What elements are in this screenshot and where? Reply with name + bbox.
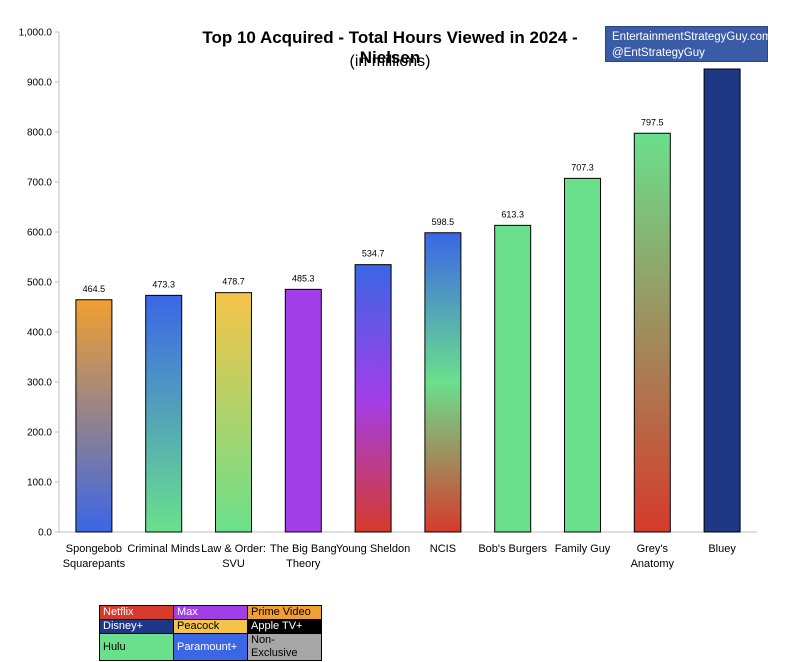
data-label: 485.3 xyxy=(292,273,315,283)
x-tick-label: The Big Bang xyxy=(270,543,337,555)
x-tick-label: Anatomy xyxy=(631,558,675,570)
legend-item: Paramount+ xyxy=(173,633,248,661)
legend-item: Peacock xyxy=(173,619,248,634)
brand-box: EntertainmentStrategyGuy.com @EntStrateg… xyxy=(605,26,772,62)
x-tick-label: Theory xyxy=(286,558,321,570)
bar xyxy=(424,232,462,533)
bar xyxy=(564,177,601,533)
y-tick-label: 600.0 xyxy=(27,228,52,239)
x-tick-label: Criminal Minds xyxy=(127,543,200,555)
bar xyxy=(703,68,741,533)
y-tick-label: 100.0 xyxy=(27,478,52,489)
legend-item: Disney+ xyxy=(99,619,174,634)
legend-item: Prime Video xyxy=(247,605,322,620)
data-label: 464.5 xyxy=(83,284,106,294)
data-label: 534.7 xyxy=(362,249,385,259)
x-tick-label: Law & Order: xyxy=(201,543,266,555)
y-tick-label: 900.0 xyxy=(27,78,52,89)
brand-website: EntertainmentStrategyGuy.com xyxy=(612,31,772,43)
legend: Netflix Max Prime Video Disney+ Peacock Apple… xyxy=(99,605,322,661)
y-tick-label: 0.0 xyxy=(38,528,52,539)
legend-item: Apple TV+ xyxy=(247,619,322,634)
legend-item: Max xyxy=(173,605,248,620)
bar xyxy=(215,292,252,533)
x-tick-label: Squarepants xyxy=(63,558,126,570)
y-tick-label: 400.0 xyxy=(27,328,52,339)
legend-row: Netflix Max Prime Video xyxy=(99,605,322,620)
data-label: 598.5 xyxy=(432,217,455,227)
y-tick-label: 700.0 xyxy=(27,178,52,189)
data-label: 473.3 xyxy=(152,279,175,289)
chart-title: Top 10 Acquired - Total Hours Viewed in … xyxy=(202,28,578,67)
x-tick-label: NCIS xyxy=(430,543,456,555)
bar xyxy=(145,294,183,533)
y-tick-label: 300.0 xyxy=(27,378,52,389)
chart-subtitle: (in millions) xyxy=(349,53,431,70)
y-tick-label: 800.0 xyxy=(27,128,52,139)
x-tick-label: Bob's Burgers xyxy=(478,543,547,555)
data-label: 478.7 xyxy=(222,277,245,287)
bar xyxy=(494,224,532,533)
data-label: 797.5 xyxy=(641,117,664,127)
legend-row: Hulu Paramount+ Non-Exclusive xyxy=(99,633,322,661)
bar xyxy=(354,264,392,533)
data-label: 613.3 xyxy=(501,209,524,219)
bar xyxy=(633,132,671,533)
y-tick-label: 1,000.0 xyxy=(19,28,53,39)
legend-item: Non-Exclusive xyxy=(247,633,322,661)
bar xyxy=(284,288,322,533)
legend-row: Disney+ Peacock Apple TV+ xyxy=(99,619,322,634)
x-tick-label: Bluey xyxy=(708,543,736,555)
bar xyxy=(75,299,113,533)
legend-item: Hulu xyxy=(99,633,174,661)
x-tick-label: Grey's xyxy=(637,543,669,555)
brand-handle: @EntStrategyGuy xyxy=(612,47,705,59)
legend-item: Netflix xyxy=(99,605,174,620)
x-tick-label: Young Sheldon xyxy=(336,543,410,555)
x-tick-label: Spongebob xyxy=(66,543,122,555)
data-label: 707.3 xyxy=(571,162,594,172)
x-tick-label: SVU xyxy=(222,558,245,570)
y-tick-label: 500.0 xyxy=(27,278,52,289)
y-tick-label: 200.0 xyxy=(27,428,52,439)
x-tick-label: Family Guy xyxy=(555,543,611,555)
